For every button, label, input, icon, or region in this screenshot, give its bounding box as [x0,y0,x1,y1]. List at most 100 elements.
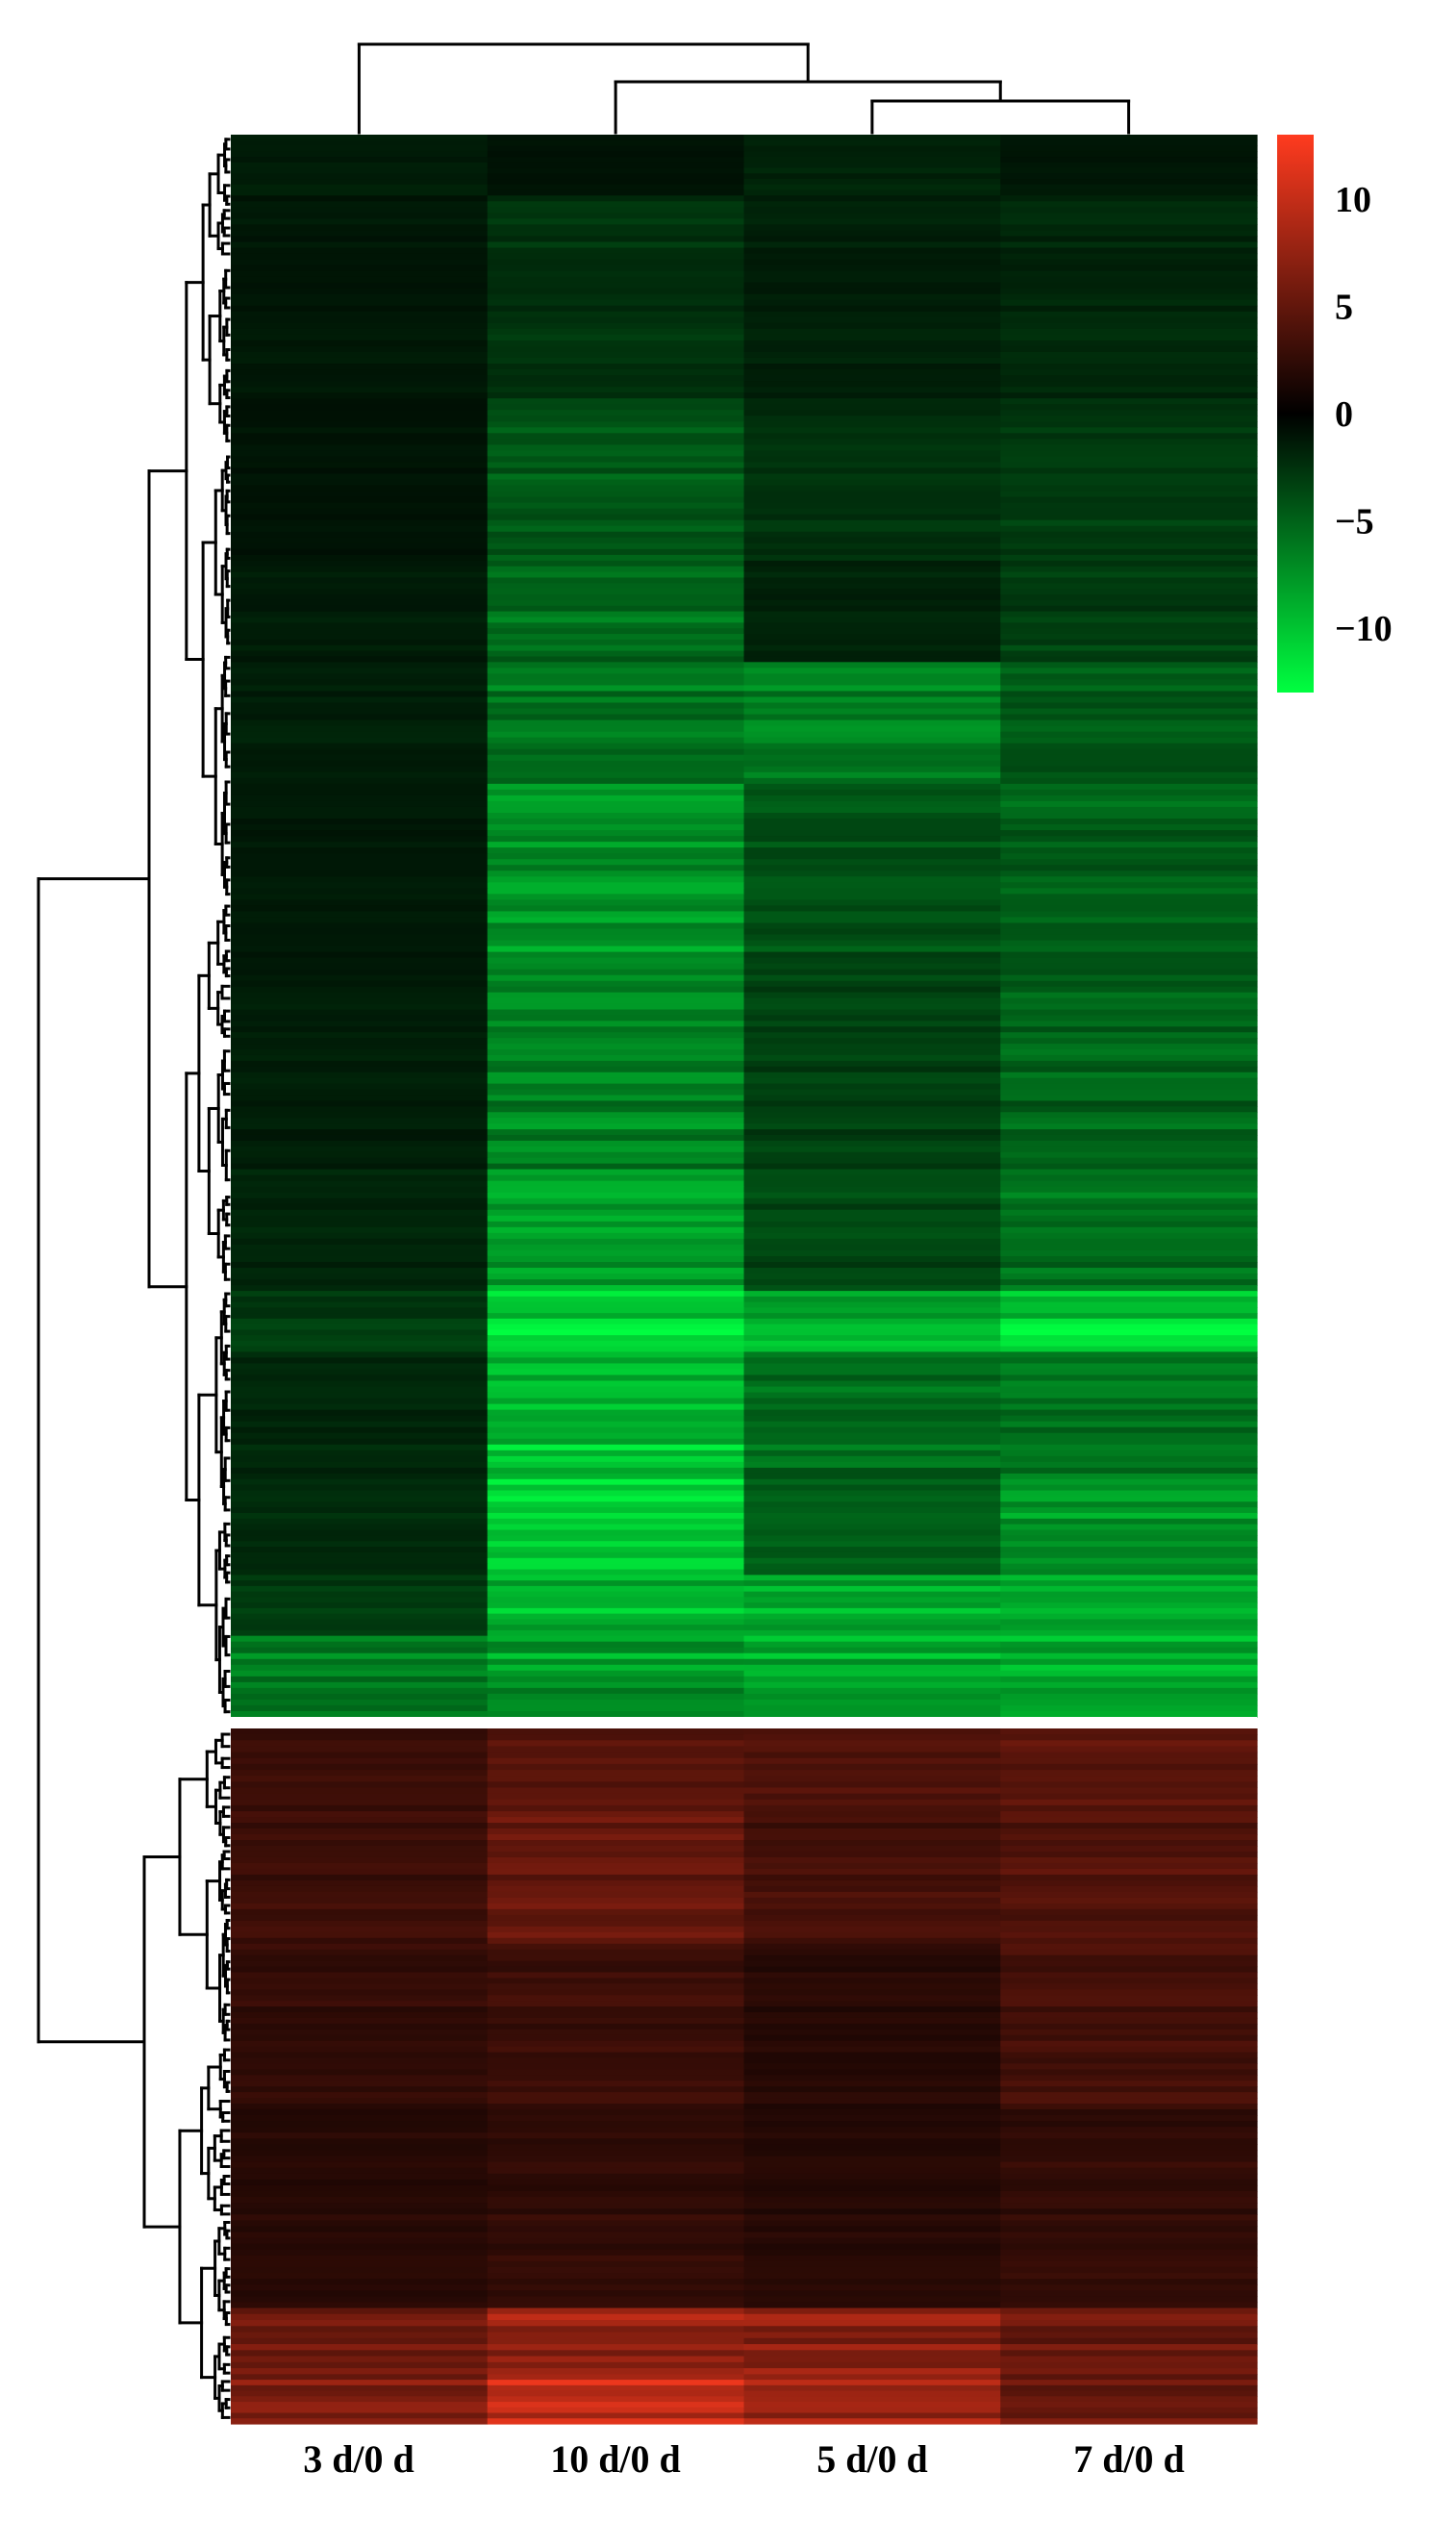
heatmap-cell [231,1629,489,1637]
heatmap-cell [487,1613,745,1620]
heatmap-cell [743,345,1001,353]
heatmap-cell [231,357,489,365]
heatmap-cell [1000,714,1258,721]
heatmap-cell [487,479,745,487]
heatmap-cell [231,668,489,674]
heatmap-cell [743,1374,1001,1382]
heatmap-cell [743,1557,1001,1565]
heatmap-cell [487,2243,745,2251]
heatmap-cell [231,634,489,641]
heatmap-cell [1000,2296,1258,2304]
heatmap-cell [1000,201,1258,208]
heatmap-cell [231,691,489,698]
heatmap-cell [1000,1021,1258,1027]
heatmap-cell [231,548,489,556]
heatmap-cell [743,1106,1001,1113]
heatmap-cell [231,824,489,831]
heatmap-cell [487,2023,745,2030]
heatmap-cell [743,1363,1001,1371]
heatmap-cell [231,2006,489,2013]
heatmap-cell [487,2161,745,2169]
heatmap-cell [743,673,1001,681]
heatmap-cell [231,1687,489,1695]
heatmap-cell [487,1015,745,1021]
heatmap-cell [743,1335,1001,1342]
heatmap-cell [743,2296,1001,2304]
heatmap-cell [487,1943,745,1951]
heatmap-cell [231,800,489,808]
heatmap-cell [1000,2226,1258,2233]
cluster-gap [231,1717,1257,1728]
heatmap-cell [1000,1770,1258,1777]
heatmap-cell [1000,392,1258,399]
heatmap-cell [1000,1885,1258,1893]
heatmap-cell [487,1163,745,1171]
heatmap-cell [743,491,1001,498]
heatmap-cell [231,1268,489,1274]
heatmap-cell [487,1244,745,1251]
heatmap-cell [487,1180,745,1188]
heatmap-cell [231,2374,489,2381]
heatmap-cell [487,789,745,796]
heatmap-cell [1000,1192,1258,1199]
heatmap-cell [487,830,745,837]
heatmap-cell [743,1215,1001,1223]
heatmap-cell [743,1512,1001,1520]
heatmap-cell [1000,1903,1258,1910]
heatmap-cell [487,911,745,919]
heatmap-cell [743,2075,1001,2081]
heatmap-cell [231,2086,489,2093]
heatmap-cell [743,2302,1001,2309]
heatmap-cell [487,1972,745,1980]
heatmap-cell [743,1607,1001,1615]
heatmap-cell [487,1926,745,1933]
heatmap-cell [231,265,489,272]
heatmap-cell [231,1100,489,1107]
row-dendrogram [37,138,231,2419]
heatmap-cell [231,1174,489,1182]
heatmap-cell [743,1169,1001,1176]
heatmap-cell [1000,2243,1258,2251]
heatmap-cell [1000,410,1258,416]
heatmap-cell [231,2103,489,2110]
heatmap-cell [1000,748,1258,756]
heatmap-cell [1000,571,1258,579]
heatmap-cell [487,270,745,278]
heatmap-cell [743,519,1001,527]
heatmap-cell [743,387,1001,393]
heatmap-cell [1000,259,1258,266]
heatmap-cell [231,685,489,693]
heatmap-cell [1000,1920,1258,1928]
heatmap-cell [231,2029,489,2036]
heatmap-cell [487,1752,745,1759]
heatmap-cell [231,1885,489,1893]
heatmap-cell [487,1734,745,1741]
heatmap-cell [1000,2132,1258,2139]
heatmap-cell [743,842,1001,848]
heatmap-cell [231,1340,489,1348]
heatmap-cell [487,1369,745,1376]
heatmap-cell [231,479,489,487]
heatmap-cell [1000,992,1258,999]
heatmap-cell [231,1432,489,1440]
heatmap-cell [1000,806,1258,814]
heatmap-cell [743,1123,1001,1130]
heatmap-cell [1000,842,1258,848]
heatmap-cell [743,1003,1001,1011]
heatmap-cell [487,1146,745,1153]
heatmap-cell [743,1192,1001,1199]
heatmap-cell [1000,213,1258,219]
heatmap-cell [743,940,1001,947]
heatmap-cell [743,2081,1001,2087]
heatmap-cell [1000,2012,1258,2019]
heatmap-cell [743,1461,1001,1469]
heatmap-cell [743,1676,1001,1683]
heatmap-cell [743,1647,1001,1654]
heatmap-cell [487,537,745,544]
heatmap-cell [231,2001,489,2007]
heatmap-cell [487,421,745,428]
heatmap-cell [487,404,745,411]
heatmap-cell [743,1920,1001,1928]
heatmap-cell [487,1704,745,1712]
heatmap-cell [487,905,745,913]
